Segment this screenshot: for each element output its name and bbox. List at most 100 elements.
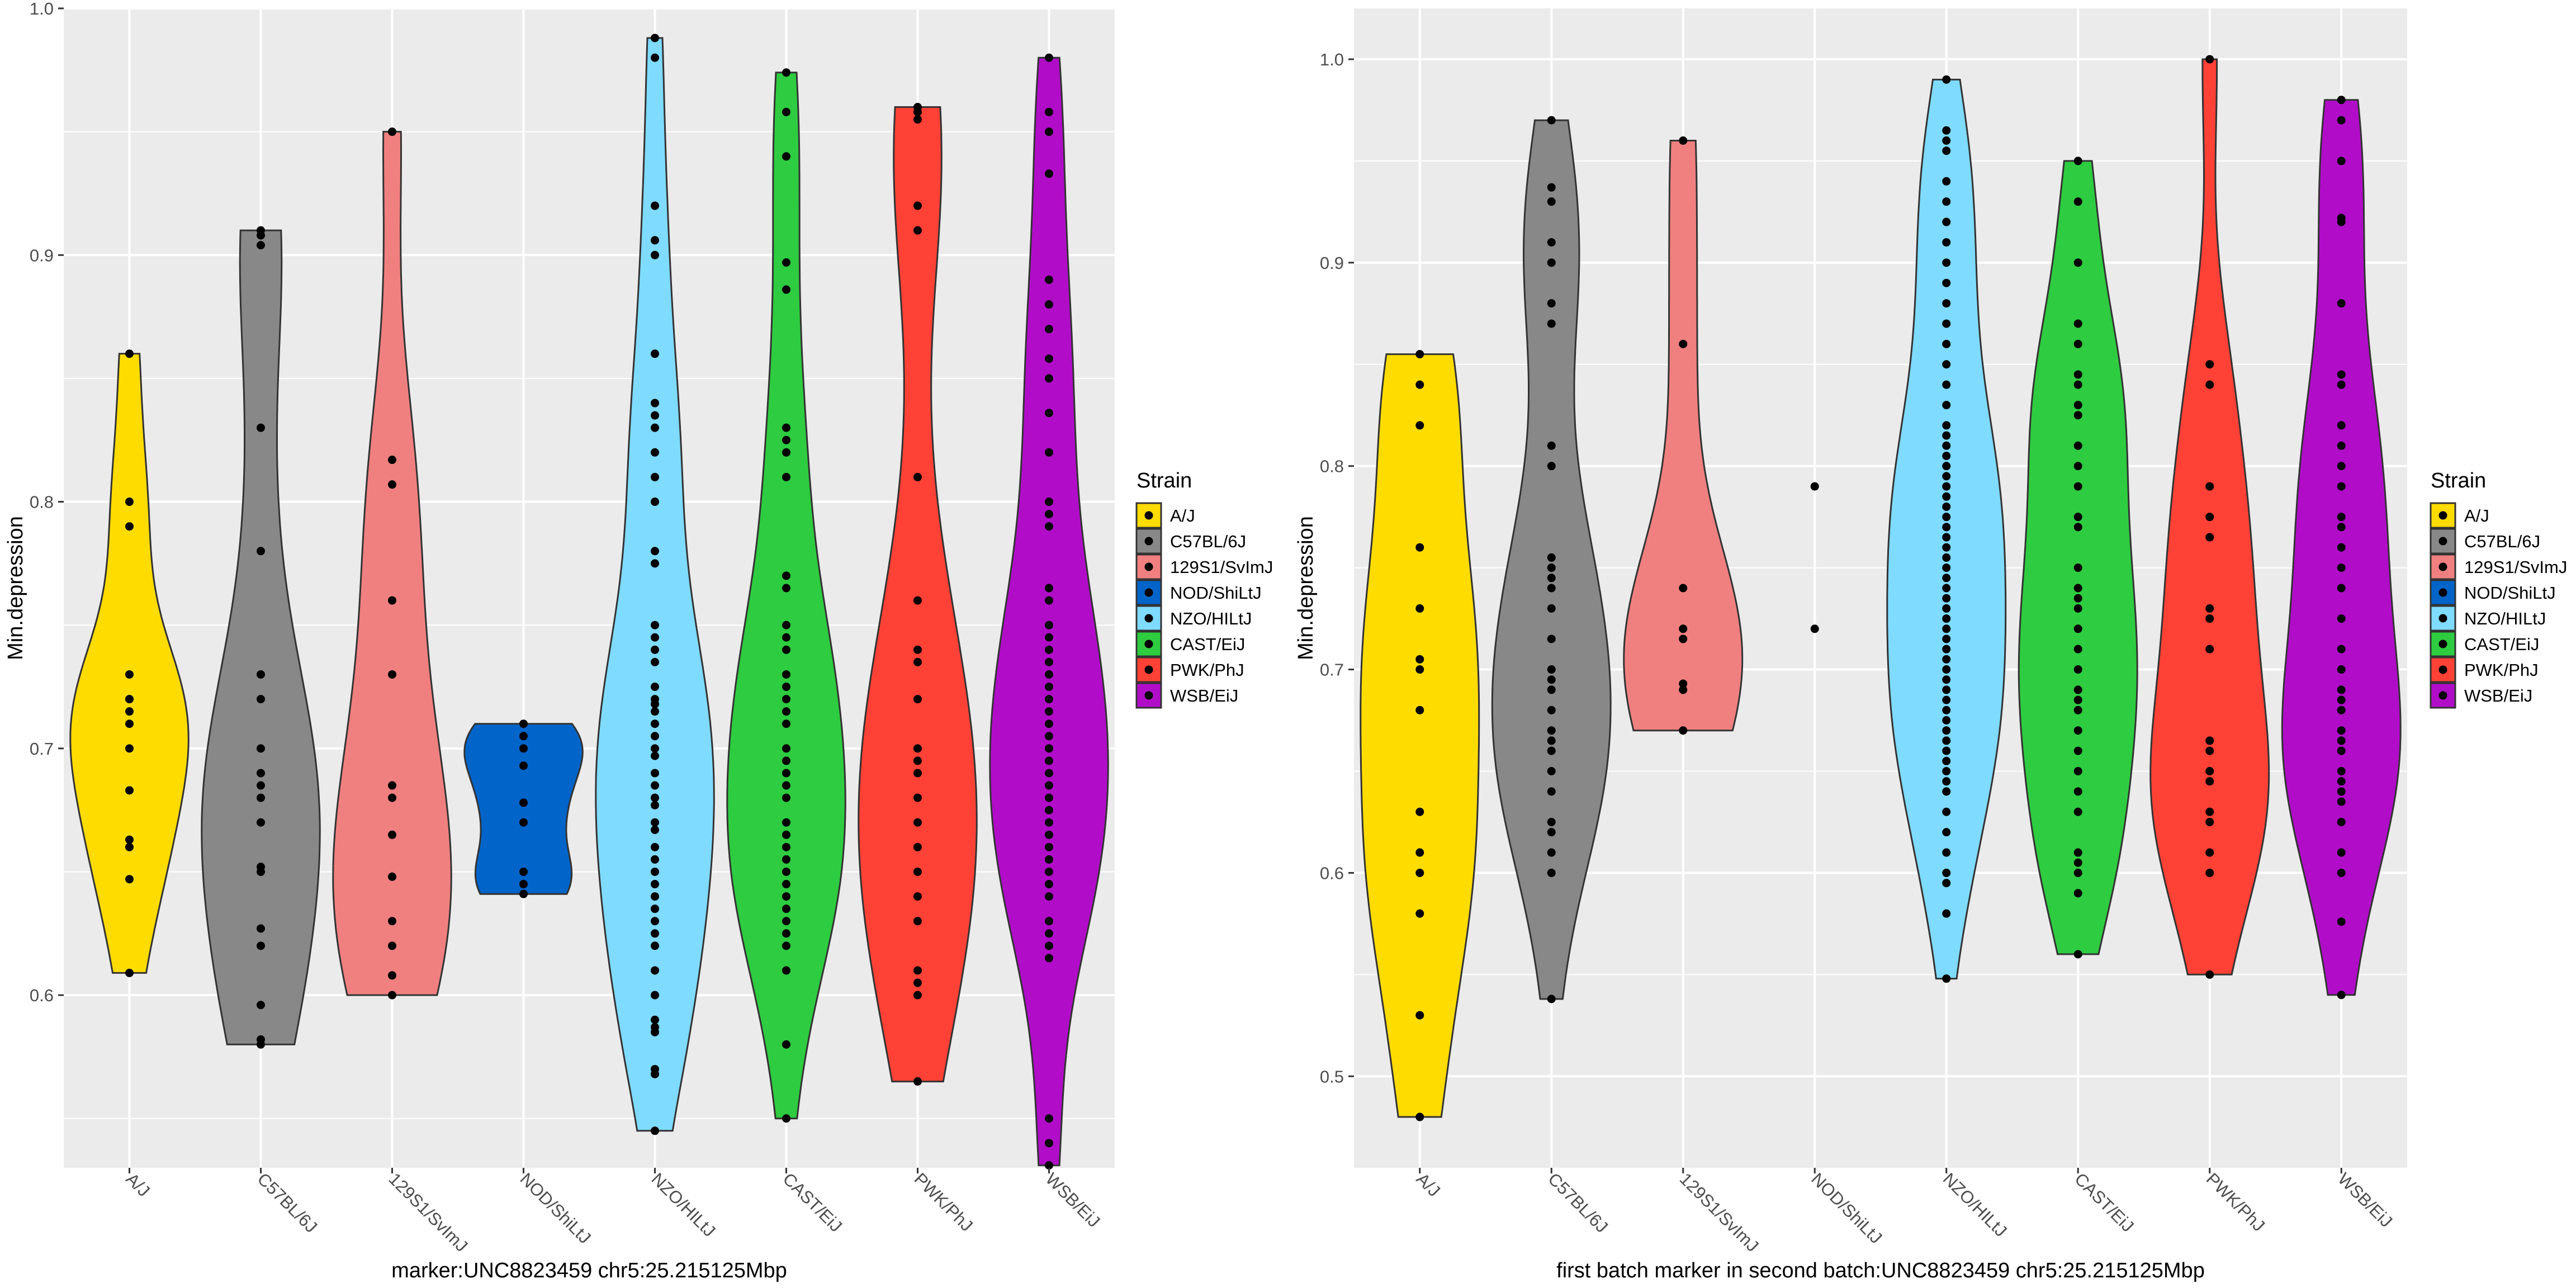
data-point xyxy=(1942,614,1951,623)
data-point xyxy=(2205,807,2214,816)
legend-item-cast-eij: CAST/EiJ xyxy=(2430,631,2539,657)
data-point xyxy=(1547,319,1556,328)
data-point xyxy=(388,917,396,926)
data-point xyxy=(1942,543,1951,552)
data-point xyxy=(257,695,265,704)
data-point xyxy=(2337,705,2346,714)
data-point xyxy=(1942,716,1951,725)
data-point xyxy=(651,855,659,864)
legend-label: PWK/PhJ xyxy=(1170,660,1244,680)
data-point xyxy=(1415,705,1424,714)
data-point xyxy=(651,991,659,1000)
data-point xyxy=(1547,787,1556,796)
data-point xyxy=(2073,665,2082,674)
violin-nzo-hiltj xyxy=(595,34,715,1135)
data-point xyxy=(519,719,528,728)
data-point xyxy=(1942,431,1951,440)
data-point xyxy=(1045,670,1053,679)
data-point xyxy=(1045,954,1053,963)
data-point xyxy=(388,456,396,465)
data-point xyxy=(1942,574,1951,583)
legend-item-nzo-hiltj: NZO/HILtJ xyxy=(2430,605,2546,632)
data-point xyxy=(2337,695,2346,704)
data-point xyxy=(2073,685,2082,694)
legend-label: A/J xyxy=(1170,506,1195,525)
data-point xyxy=(2073,380,2082,389)
data-point xyxy=(782,917,790,926)
data-point xyxy=(913,201,922,210)
data-point xyxy=(2073,746,2082,755)
legend-item-129s1-svimj: 129S1/SvImJ xyxy=(1135,553,1273,580)
violin-129s1-svimj xyxy=(1623,136,1744,735)
data-point xyxy=(1045,584,1053,593)
data-point xyxy=(388,670,396,679)
violin-a-j xyxy=(69,349,190,977)
data-point xyxy=(257,1001,265,1010)
data-point xyxy=(1045,695,1053,704)
data-point xyxy=(1045,354,1053,363)
data-point xyxy=(257,1040,265,1049)
data-point xyxy=(1942,482,1951,491)
data-point xyxy=(1942,238,1951,247)
violin-shape-cast-eij xyxy=(2018,160,2138,955)
data-point xyxy=(519,880,528,889)
data-point xyxy=(388,793,396,802)
data-point xyxy=(1045,769,1053,778)
y-tick-label: 1.0 xyxy=(30,0,54,18)
data-point xyxy=(1942,828,1951,837)
data-point xyxy=(1942,553,1951,562)
data-point xyxy=(651,880,659,889)
data-point xyxy=(1045,719,1053,728)
data-point xyxy=(2073,807,2082,816)
data-point xyxy=(2073,157,2082,165)
data-point xyxy=(1679,679,1688,688)
data-point xyxy=(2337,370,2346,379)
data-point xyxy=(2073,604,2082,613)
data-point xyxy=(782,880,790,889)
x-tick-label: CAST/EiJ xyxy=(2071,1169,2138,1236)
data-point xyxy=(782,633,790,642)
data-point xyxy=(1045,818,1053,827)
data-point xyxy=(913,756,922,765)
data-point xyxy=(1415,350,1424,359)
data-point xyxy=(1547,634,1556,643)
data-point xyxy=(651,917,659,926)
data-point xyxy=(257,818,265,827)
data-point xyxy=(1942,624,1951,633)
data-point xyxy=(1045,409,1053,418)
x-tick-label: A/J xyxy=(1413,1169,1444,1200)
data-point xyxy=(1942,523,1951,532)
legend-label: C57BL/6J xyxy=(1170,532,1246,551)
data-point xyxy=(1547,441,1556,450)
data-point xyxy=(1045,657,1053,666)
y-tick-label: 1.0 xyxy=(1320,50,1344,69)
data-point xyxy=(2337,777,2346,786)
data-point xyxy=(782,571,790,580)
data-point xyxy=(1547,736,1556,745)
data-point xyxy=(1679,136,1688,145)
data-point xyxy=(1045,842,1053,851)
data-point xyxy=(1045,53,1053,62)
data-point xyxy=(782,152,790,161)
data-point xyxy=(2073,705,2082,714)
data-point xyxy=(1942,380,1951,389)
legend-title: Strain xyxy=(2431,469,2486,493)
data-point xyxy=(257,941,265,950)
data-point xyxy=(913,978,922,987)
data-point xyxy=(2337,736,2346,745)
data-point xyxy=(651,448,659,457)
data-point xyxy=(2073,370,2082,379)
data-point xyxy=(1547,553,1556,562)
data-point xyxy=(2337,380,2346,389)
data-point xyxy=(388,991,396,1000)
violin-129s1-svimj xyxy=(332,127,452,1000)
data-point xyxy=(782,929,790,938)
y-axis-title: Min.depression xyxy=(1294,516,1318,660)
data-point xyxy=(1942,766,1951,775)
data-point xyxy=(1415,868,1424,877)
data-point xyxy=(2073,319,2082,328)
data-point xyxy=(651,547,659,556)
x-tick-label: C57BL/6J xyxy=(1544,1169,1612,1237)
data-point xyxy=(2205,817,2214,826)
data-point xyxy=(1547,258,1556,267)
